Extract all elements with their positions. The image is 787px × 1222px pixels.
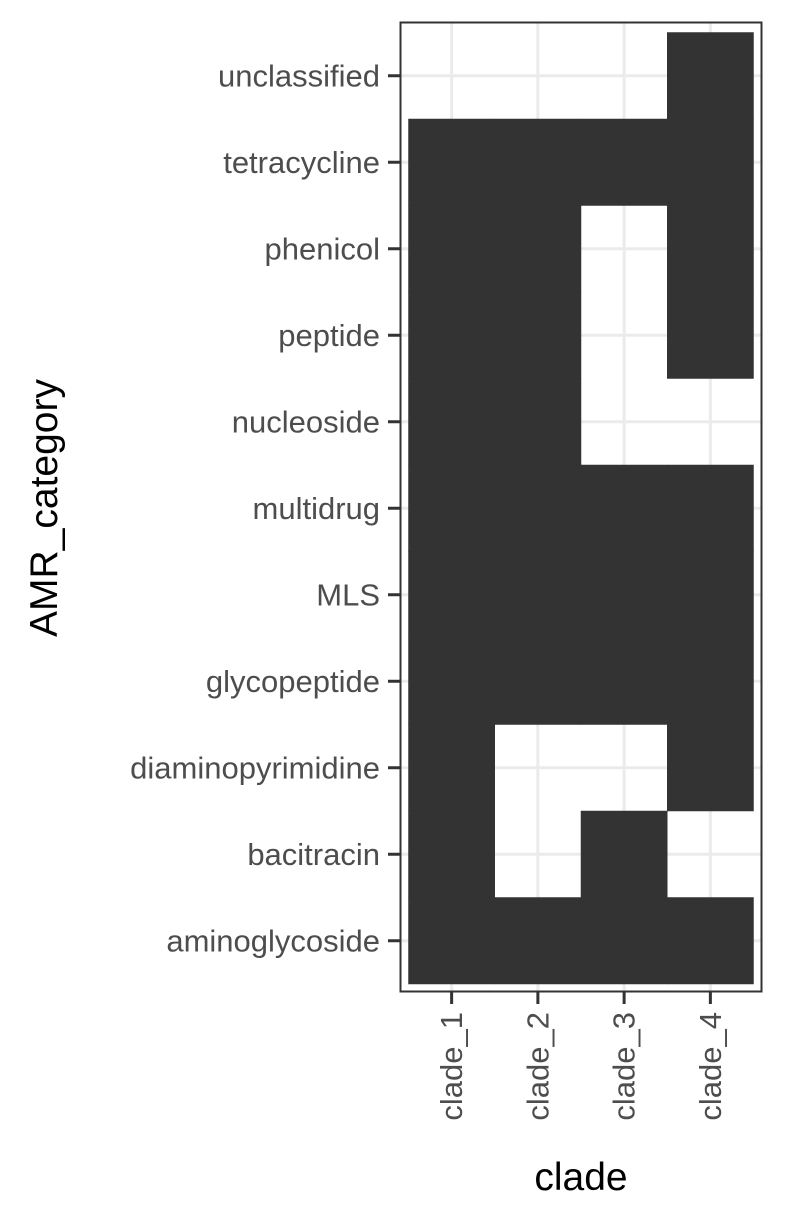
y-tick-label: glycopeptide <box>206 664 380 699</box>
y-tick-label: tetracycline <box>223 145 380 180</box>
x-tick-label: clade_1 <box>434 1012 469 1121</box>
y-tick-label: multidrug <box>253 491 381 526</box>
heatmap-tile <box>494 897 582 985</box>
y-tick-label: MLS <box>316 577 380 612</box>
y-tick-label: diaminopyrimidine <box>130 750 380 785</box>
heatmap-tile <box>494 637 582 725</box>
heatmap-tile <box>667 551 754 639</box>
heatmap-tile <box>667 205 754 293</box>
heatmap-tile <box>408 897 495 985</box>
y-tick-label: aminoglycoside <box>166 923 380 958</box>
y-axis: aminoglycoside bacitracin diaminopyrimidin… <box>130 58 400 958</box>
heatmap-tile <box>667 118 754 206</box>
x-tick-label: clade_3 <box>607 1012 642 1121</box>
heatmap-tile <box>667 897 754 985</box>
heatmap-tile <box>580 810 668 898</box>
y-tick-label: peptide <box>278 318 380 353</box>
heatmap-tile <box>494 291 582 379</box>
heatmap-tile <box>667 724 754 812</box>
heatmap-tile <box>408 551 495 639</box>
heatmap-tile <box>667 464 754 552</box>
y-axis-title: AMR_category <box>23 379 66 637</box>
heatmap-tile <box>408 464 495 552</box>
heatmap-tiles <box>408 32 754 985</box>
heatmap-tile <box>494 551 582 639</box>
x-axis: clade_1 clade_2 clade_3 clade_4 <box>434 992 728 1121</box>
x-tick-label: clade_4 <box>693 1012 728 1121</box>
heatmap-tile <box>667 637 754 725</box>
heatmap-tile <box>494 205 582 293</box>
heatmap-tile <box>580 897 668 985</box>
heatmap-tile <box>494 464 582 552</box>
heatmap-tile <box>408 378 495 466</box>
x-axis-title: clade <box>534 1156 627 1199</box>
heatmap-tile <box>408 810 495 898</box>
heatmap-tile <box>667 291 754 379</box>
x-tick-label: clade_2 <box>520 1012 555 1121</box>
heatmap-tile <box>408 724 495 812</box>
heatmap-tile <box>580 637 668 725</box>
y-tick-label: unclassified <box>218 58 380 93</box>
heatmap-tile <box>580 551 668 639</box>
y-tick-label: nucleoside <box>232 404 380 439</box>
heatmap-tile <box>408 205 495 293</box>
y-tick-label: bacitracin <box>247 837 380 872</box>
heatmap-tile <box>408 291 495 379</box>
heatmap-tile <box>494 118 582 206</box>
y-tick-label: phenicol <box>265 231 380 266</box>
heatmap-tile <box>580 118 668 206</box>
heatmap-tile <box>494 378 582 466</box>
heatmap-tile <box>408 637 495 725</box>
panel-border <box>399 21 763 993</box>
heatmap-tile <box>667 32 754 120</box>
heatmap-tile <box>408 118 495 206</box>
heatmap-tile <box>580 464 668 552</box>
